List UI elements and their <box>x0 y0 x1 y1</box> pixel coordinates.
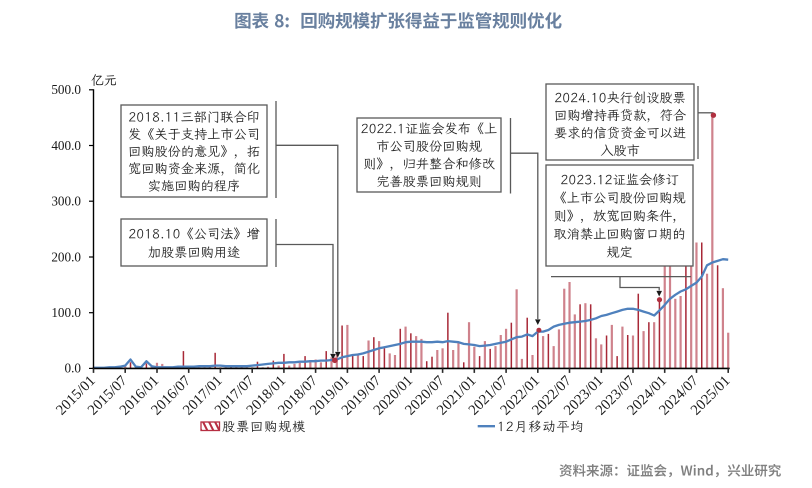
svg-text:100.0: 100.0 <box>51 305 81 320</box>
svg-text:500.0: 500.0 <box>51 82 81 97</box>
svg-text:0.0: 0.0 <box>65 361 82 376</box>
svg-text:300.0: 300.0 <box>51 194 81 209</box>
svg-text:400.0: 400.0 <box>51 138 81 153</box>
svg-text:200.0: 200.0 <box>51 249 81 264</box>
